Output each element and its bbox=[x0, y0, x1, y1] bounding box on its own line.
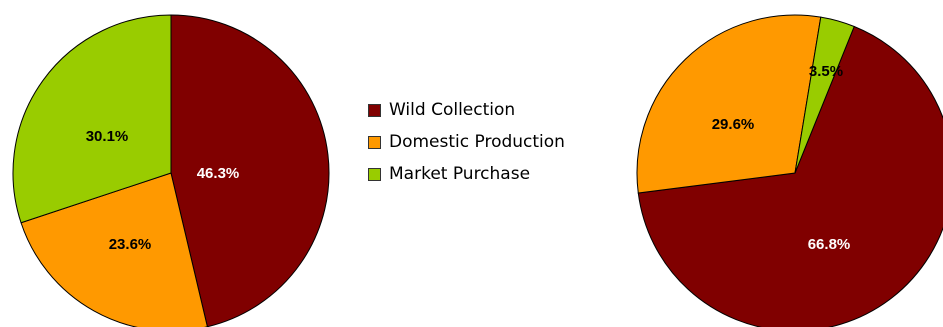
pie-slice-right-wild-collection bbox=[637, 25, 943, 327]
pie-label-left-market-purchase: 30.1% bbox=[86, 128, 129, 145]
pie-label-left-domestic-production: 23.6% bbox=[109, 236, 152, 253]
pie-slice-right-market-purchase bbox=[794, 16, 855, 174]
legend-item-domestic-production: Domestic Production bbox=[368, 132, 565, 152]
pie-chart-left: 46.3% 23.6% 30.1% bbox=[12, 14, 330, 327]
pie-slice-left-domestic-production bbox=[20, 172, 208, 327]
legend-swatch-domestic-production bbox=[368, 135, 381, 149]
legend-label-market-purchase: Market Purchase bbox=[389, 164, 531, 184]
legend-item-market-purchase: Market Purchase bbox=[368, 164, 565, 184]
legend: Wild Collection Domestic Production Mark… bbox=[368, 100, 565, 196]
legend-label-wild-collection: Wild Collection bbox=[389, 100, 516, 120]
pie-label-left-wild-collection: 46.3% bbox=[197, 165, 240, 182]
pie-slice-right-domestic-production bbox=[636, 14, 822, 194]
pie-label-right-market-purchase: 3.5% bbox=[809, 63, 843, 80]
legend-swatch-market-purchase bbox=[368, 167, 381, 181]
pie-chart-right: 66.8% 29.6% 3.5% bbox=[636, 14, 943, 327]
pie-label-right-wild-collection: 66.8% bbox=[808, 236, 851, 253]
pie-label-right-domestic-production: 29.6% bbox=[712, 116, 755, 133]
legend-label-domestic-production: Domestic Production bbox=[389, 132, 565, 152]
legend-item-wild-collection: Wild Collection bbox=[368, 100, 565, 120]
pie-slice-left-market-purchase bbox=[12, 14, 172, 224]
legend-swatch-wild-collection bbox=[368, 103, 381, 117]
pie-slice-left-wild-collection bbox=[170, 14, 330, 327]
